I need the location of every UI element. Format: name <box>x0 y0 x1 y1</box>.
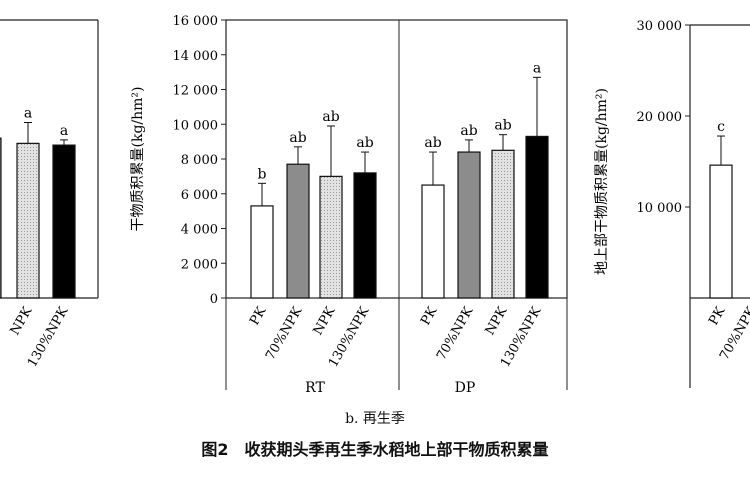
x-tick-label: 70%NPK <box>263 304 305 363</box>
y-axis-label: 干物质积累量(kg/hm²) <box>130 87 146 232</box>
significance-letter: ab <box>322 109 339 125</box>
group-label: DP <box>455 380 476 396</box>
significance-letter: c <box>717 119 725 135</box>
x-tick-label: NPK <box>483 304 511 338</box>
y-tick-label: 10 000 <box>173 118 219 133</box>
plot-frame <box>225 19 568 299</box>
y-tick-label: 0 <box>210 292 218 307</box>
x-tick-label: 70%NPK <box>434 304 476 363</box>
bar <box>525 135 549 299</box>
bar <box>353 172 377 299</box>
y-tick-label: 4 000 <box>181 223 218 238</box>
bar <box>0 137 2 299</box>
panel-subcaption: b. 再生季 <box>345 411 405 427</box>
bar <box>421 184 445 299</box>
bar <box>52 144 76 299</box>
y-tick-label: 16 000 <box>173 14 219 29</box>
x-tick-label: PK <box>247 304 269 328</box>
x-tick-label: NPK <box>311 304 339 338</box>
significance-letter: b <box>258 166 267 182</box>
bar <box>250 205 274 299</box>
y-tick-label: 14 000 <box>173 49 219 64</box>
significance-letter: ab <box>289 130 306 146</box>
significance-letter: ab <box>460 123 477 139</box>
y-tick-label: 30 000 <box>637 19 683 34</box>
y-tick-label: 10 000 <box>637 201 683 216</box>
significance-letter: ab <box>494 118 511 134</box>
group-label: RT <box>305 380 325 396</box>
bar <box>491 149 515 299</box>
x-tick-label: PK <box>706 304 728 328</box>
significance-letter: ab <box>356 135 373 151</box>
bar <box>319 175 343 299</box>
y-tick-label: 8 000 <box>181 153 218 168</box>
y-axis-label: 地上部干物质积累量(kg/hm²) <box>594 88 610 275</box>
figure-caption: 图2 收获期头季再生季水稻地上部干物质积累量 <box>201 440 549 459</box>
significance-letter: a <box>60 123 68 139</box>
y-tick-label: 12 000 <box>173 84 219 99</box>
significance-letter: ab <box>424 135 441 151</box>
y-tick-label: 20 000 <box>637 110 683 125</box>
bar <box>457 151 481 299</box>
bar <box>286 163 310 299</box>
x-tick-label: NPK <box>8 304 36 338</box>
significance-letter: a <box>24 106 32 122</box>
y-tick-label: 6 000 <box>181 188 218 203</box>
significance-letter: a <box>533 60 541 76</box>
bar <box>709 164 733 299</box>
y-tick-label: 2 000 <box>181 257 218 272</box>
bar <box>16 142 40 299</box>
x-tick-label: PK <box>418 304 440 328</box>
